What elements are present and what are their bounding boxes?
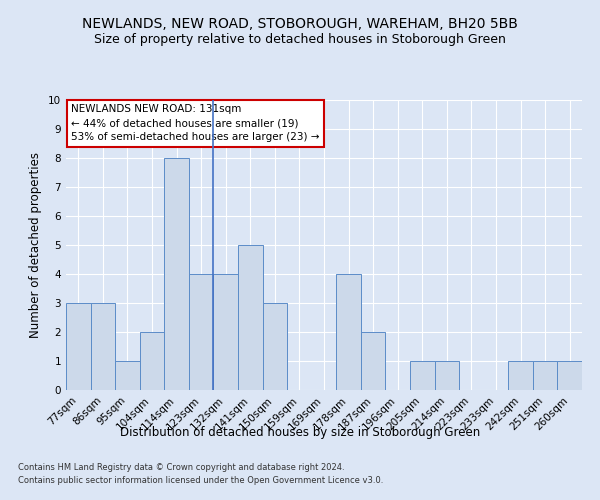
Text: Size of property relative to detached houses in Stoborough Green: Size of property relative to detached ho… [94,32,506,46]
Bar [66,303,91,390]
Bar [533,361,557,390]
Bar [214,274,238,390]
Bar [263,303,287,390]
Text: Contains HM Land Registry data © Crown copyright and database right 2024.: Contains HM Land Registry data © Crown c… [18,464,344,472]
Bar [336,274,361,390]
Text: Distribution of detached houses by size in Stoborough Green: Distribution of detached houses by size … [120,426,480,439]
Bar [434,361,459,390]
Bar [140,332,164,390]
Bar [508,361,533,390]
Bar [238,245,263,390]
Bar [557,361,582,390]
Text: NEWLANDS NEW ROAD: 131sqm
← 44% of detached houses are smaller (19)
53% of semi-: NEWLANDS NEW ROAD: 131sqm ← 44% of detac… [71,104,320,142]
Bar [91,303,115,390]
Bar [410,361,434,390]
Bar [164,158,189,390]
Bar [115,361,140,390]
Bar [361,332,385,390]
Text: Contains public sector information licensed under the Open Government Licence v3: Contains public sector information licen… [18,476,383,485]
Y-axis label: Number of detached properties: Number of detached properties [29,152,43,338]
Bar [189,274,214,390]
Text: NEWLANDS, NEW ROAD, STOBOROUGH, WAREHAM, BH20 5BB: NEWLANDS, NEW ROAD, STOBOROUGH, WAREHAM,… [82,18,518,32]
